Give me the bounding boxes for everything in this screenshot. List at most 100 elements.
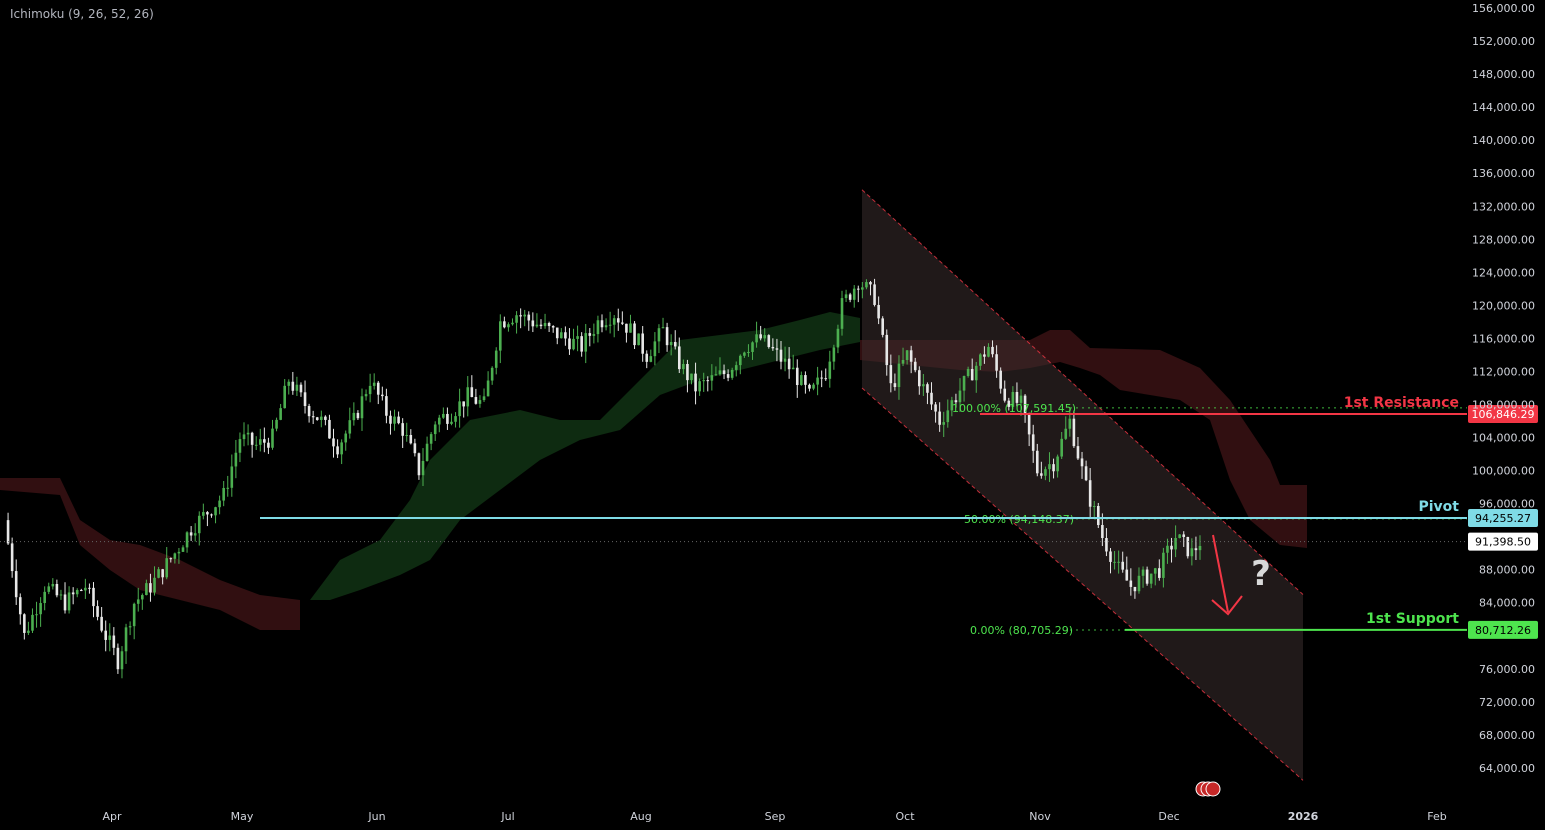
y-tick-label: 68,000.00: [1479, 729, 1535, 742]
fib-label: 50.00% (94,148.37): [964, 513, 1074, 526]
forecast-arrow-head: [1211, 595, 1243, 616]
candle-body: [909, 350, 913, 362]
candle-body: [649, 356, 653, 362]
candle-body: [897, 363, 901, 388]
candle-body: [6, 520, 10, 544]
candle-body: [1141, 569, 1145, 576]
candle-body: [1019, 395, 1023, 403]
candle-body: [1072, 418, 1076, 447]
candle-body: [873, 284, 876, 305]
candle-body: [385, 396, 388, 416]
x-tick-label: Nov: [1029, 810, 1051, 823]
candle-body: [1064, 428, 1068, 439]
candle-body: [376, 382, 380, 395]
candle-body: [291, 381, 295, 391]
candle-body: [161, 569, 164, 578]
candle-body: [584, 333, 588, 352]
candle-body: [698, 381, 701, 392]
candle-body: [1048, 464, 1051, 470]
candle-body: [629, 323, 632, 333]
candle-body: [324, 416, 327, 420]
candle-body: [543, 323, 547, 327]
candle-body: [970, 369, 974, 381]
candle-body: [787, 358, 791, 370]
candle-body: [283, 385, 286, 409]
candle-body: [934, 404, 937, 412]
candle-body: [494, 350, 498, 368]
candle-body: [726, 374, 730, 378]
level-price-text-support: 80,712.26: [1475, 624, 1531, 637]
candle-body: [1170, 545, 1173, 550]
level-label-pivot: Pivot: [1419, 499, 1460, 515]
candle-body: [433, 424, 437, 435]
candle-body: [393, 416, 396, 424]
candle-body: [1113, 561, 1116, 563]
y-tick-label: 88,000.00: [1479, 564, 1535, 577]
level-label-support: 1st Support: [1366, 611, 1459, 627]
candle-body: [503, 321, 506, 328]
x-tick-label: Aug: [630, 810, 651, 823]
candle-body: [136, 599, 140, 604]
candle-body: [421, 460, 425, 476]
y-tick-label: 112,000.00: [1472, 365, 1535, 378]
candle-body: [437, 417, 441, 425]
candle-body: [861, 287, 864, 290]
candle-body: [812, 384, 815, 389]
candle-body: [1121, 561, 1125, 570]
candle-body: [999, 370, 1002, 389]
candle-body: [1068, 418, 1072, 429]
candle-body: [673, 341, 677, 347]
candle-body: [315, 417, 319, 420]
candle-body: [856, 288, 860, 290]
candle-body: [153, 577, 156, 593]
candle-body: [1105, 538, 1108, 552]
candle-body: [242, 434, 246, 440]
candle-body: [1178, 534, 1181, 538]
candle-body: [442, 413, 445, 418]
us-flag-event-icon[interactable]: [1205, 781, 1221, 797]
y-tick-label: 148,000.00: [1472, 68, 1535, 81]
candle-body: [470, 387, 474, 398]
y-tick-label: 140,000.00: [1472, 134, 1535, 147]
candle-body: [816, 377, 819, 385]
candle-body: [320, 416, 323, 420]
candle-body: [27, 630, 30, 633]
candle-body: [531, 320, 535, 327]
candle-body: [877, 304, 880, 319]
candle-body: [100, 616, 103, 631]
candle-body: [145, 583, 148, 596]
candle-body: [511, 322, 514, 325]
candle-body: [592, 334, 596, 336]
candle-body: [271, 428, 274, 448]
x-tick-label: Jul: [500, 810, 514, 823]
x-tick-label: Jun: [367, 810, 385, 823]
candle-body: [783, 358, 787, 362]
candle-body: [507, 324, 510, 328]
candle-body: [498, 321, 502, 351]
candle-body: [478, 400, 482, 404]
candle-body: [116, 647, 120, 670]
candle-body: [332, 438, 335, 447]
candle-body: [238, 439, 242, 453]
candle-body: [527, 314, 531, 321]
candle-body: [535, 324, 539, 327]
candle-body: [63, 594, 67, 611]
candle-body: [429, 434, 433, 444]
candle-body: [661, 327, 665, 329]
candle-body: [519, 315, 522, 317]
candle-body: [197, 515, 201, 534]
candle-body: [364, 394, 368, 397]
candle-body: [401, 423, 404, 436]
y-tick-label: 128,000.00: [1472, 233, 1535, 246]
candle-body: [1015, 392, 1019, 403]
candle-body: [206, 512, 209, 515]
channel-lower-line: [861, 387, 1304, 781]
channel-upper-line: [861, 189, 1304, 595]
candle-body: [523, 314, 527, 317]
candle-body: [1109, 551, 1112, 562]
candle-body: [686, 363, 689, 381]
candle-body: [1040, 473, 1043, 476]
candle-body: [775, 348, 779, 350]
candle-body: [694, 373, 697, 392]
